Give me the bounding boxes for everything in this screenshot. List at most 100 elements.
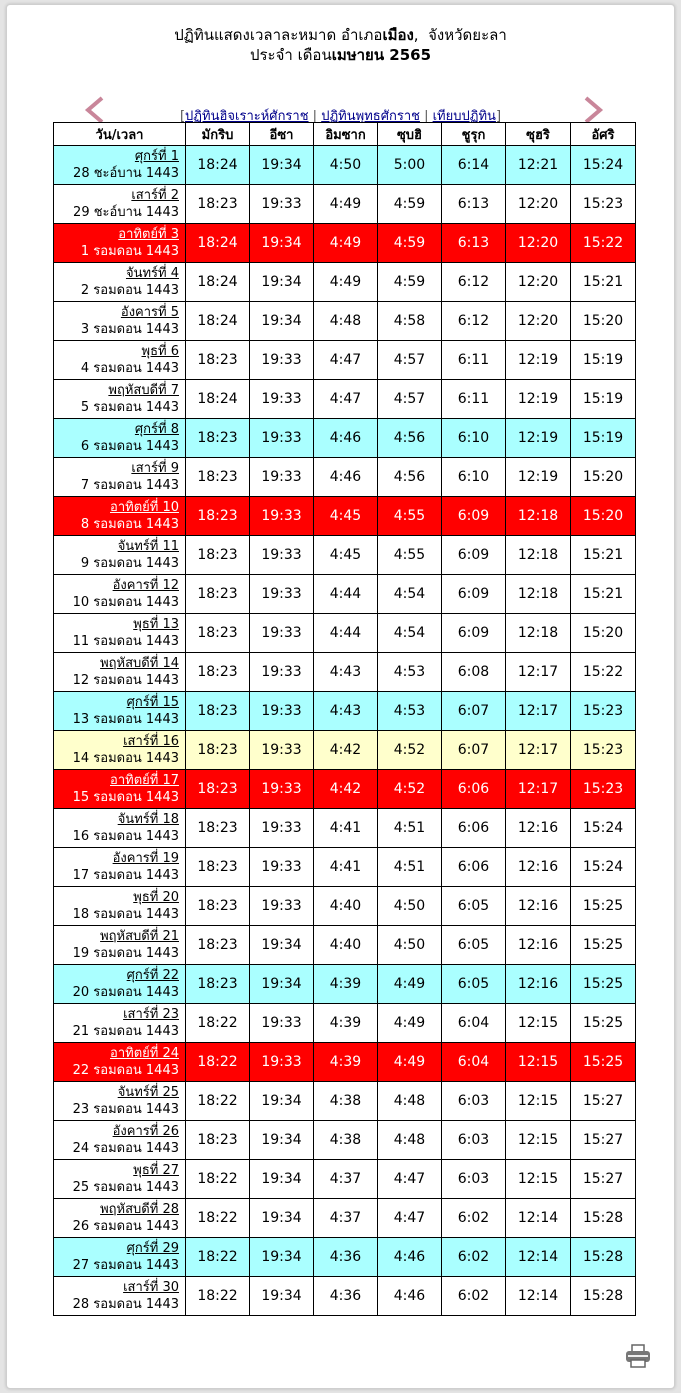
compare-calendar-link[interactable]: เทียบปฏิทิน [432, 109, 496, 124]
asr-time: 15:24 [570, 808, 636, 848]
day-link[interactable]: พุธที่ 6 [141, 344, 179, 359]
hijri-date: 4 รอมดอน 1443 [80, 361, 179, 376]
page-container: ปฏิทินแสดงเวลาละหมาด อำเภอเมือง, จังหวัด… [6, 4, 675, 1389]
day-link[interactable]: พฤหัสบดีที่ 28 [100, 1202, 179, 1217]
date-cell: เสาร์ที่ 30 28 รอมดอน 1443 [53, 1276, 186, 1316]
day-link[interactable]: ศุกร์ที่ 8 [134, 422, 179, 437]
date-cell: จันทร์ที่ 4 2 รอมดอน 1443 [53, 262, 186, 302]
day-link[interactable]: จันทร์ที่ 18 [117, 812, 179, 827]
shuruq-time: 6:05 [441, 964, 506, 1004]
hijri-date: 3 รอมดอน 1443 [80, 322, 179, 337]
table-row: อังคารที่ 19 17 รอมดอน 1443 18:23 19:33 4:41… [53, 847, 636, 887]
table-row: พุธที่ 27 25 รอมดอน 1443 18:22 19:34 4:37 4:4… [53, 1159, 636, 1199]
imsak-time: 4:40 [313, 886, 378, 926]
table-row: พุธที่ 6 4 รอมดอน 1443 18:23 19:33 4:47 4:57 6… [53, 340, 636, 380]
day-link[interactable]: จันทร์ที่ 11 [117, 539, 179, 554]
day-link[interactable]: อังคารที่ 19 [112, 851, 179, 866]
subh-time: 4:51 [377, 808, 442, 848]
bracket-close: ] [495, 109, 502, 124]
asr-time: 15:22 [570, 223, 636, 263]
hijri-date: 18 รอมดอน 1443 [72, 907, 179, 922]
imsak-time: 4:42 [313, 769, 378, 809]
asr-time: 15:23 [570, 730, 636, 770]
date-cell: เสาร์ที่ 16 14 รอมดอน 1443 [53, 730, 186, 770]
hijri-date: 8 รอมดอน 1443 [80, 517, 179, 532]
day-link[interactable]: ศุกร์ที่ 22 [126, 968, 179, 983]
hijri-date: 20 รอมดอน 1443 [72, 985, 179, 1000]
imsak-time: 4:47 [313, 340, 378, 380]
imsak-time: 4:45 [313, 496, 378, 536]
maghrib-time: 18:23 [185, 652, 250, 692]
maghrib-time: 18:22 [185, 1237, 250, 1277]
maghrib-time: 18:23 [185, 457, 250, 497]
subh-time: 4:51 [377, 847, 442, 887]
buddhist-calendar-link[interactable]: ปฏิทินพุทธศักราช [321, 109, 420, 124]
col-header-subh: ซุบฮิ [377, 122, 442, 146]
subh-time: 4:52 [377, 730, 442, 770]
printer-icon[interactable] [624, 1342, 652, 1370]
date-cell: อังคารที่ 5 3 รอมดอน 1443 [53, 301, 186, 341]
table-row: พฤหัสบดีที่ 21 19 รอมดอน 1443 18:23 19:34 4:… [53, 925, 636, 965]
day-link[interactable]: จันทร์ที่ 4 [125, 266, 179, 281]
hijri-calendar-link[interactable]: ปฏิทินฮิจเราะห์ศักราช [185, 109, 309, 124]
date-cell: พุธที่ 27 25 รอมดอน 1443 [53, 1159, 186, 1199]
page-title: ปฏิทินแสดงเวลาละหมาด อำเภอเมือง, จังหวัด… [7, 25, 674, 65]
shuruq-time: 6:07 [441, 691, 506, 731]
day-link[interactable]: เสาร์ที่ 23 [123, 1007, 179, 1022]
imsak-time: 4:46 [313, 457, 378, 497]
imsak-time: 4:39 [313, 964, 378, 1004]
maghrib-time: 18:22 [185, 1042, 250, 1082]
zuhr-time: 12:17 [505, 769, 571, 809]
day-link[interactable]: อังคารที่ 5 [120, 305, 179, 320]
hijri-date: 12 รอมดอน 1443 [72, 673, 179, 688]
day-link[interactable]: พุธที่ 27 [133, 1163, 179, 1178]
maghrib-time: 18:23 [185, 925, 250, 965]
day-link[interactable]: พฤหัสบดีที่ 7 [108, 383, 179, 398]
isha-time: 19:34 [249, 925, 314, 965]
chevron-left-icon[interactable] [82, 94, 106, 126]
asr-time: 15:25 [570, 925, 636, 965]
day-link[interactable]: อังคารที่ 12 [112, 578, 179, 593]
day-link[interactable]: ศุกร์ที่ 1 [134, 149, 179, 164]
isha-time: 19:33 [249, 886, 314, 926]
day-link[interactable]: อาทิตย์ที่ 24 [110, 1046, 179, 1061]
day-link[interactable]: จันทร์ที่ 25 [117, 1085, 179, 1100]
table-row: อาทิตย์ที่ 24 22 รอมดอน 1443 18:22 19:33 4:3… [53, 1042, 636, 1082]
asr-time: 15:28 [570, 1237, 636, 1277]
isha-time: 19:33 [249, 457, 314, 497]
day-link[interactable]: เสาร์ที่ 30 [123, 1280, 179, 1295]
date-cell: จันทร์ที่ 18 16 รอมดอน 1443 [53, 808, 186, 848]
subh-time: 4:50 [377, 925, 442, 965]
subh-time: 4:50 [377, 886, 442, 926]
day-link[interactable]: ศุกร์ที่ 15 [126, 695, 179, 710]
day-link[interactable]: เสาร์ที่ 9 [131, 461, 179, 476]
isha-time: 19:33 [249, 613, 314, 653]
day-link[interactable]: อาทิตย์ที่ 10 [110, 500, 179, 515]
maghrib-time: 18:23 [185, 184, 250, 224]
imsak-time: 4:43 [313, 691, 378, 731]
hijri-date: 22 รอมดอน 1443 [72, 1063, 179, 1078]
hijri-date: 28 ชะอ์บาน 1443 [73, 166, 179, 181]
asr-time: 15:25 [570, 964, 636, 1004]
day-link[interactable]: อาทิตย์ที่ 17 [110, 773, 179, 788]
day-link[interactable]: เสาร์ที่ 16 [123, 734, 179, 749]
date-cell: ศุกร์ที่ 8 6 รอมดอน 1443 [53, 418, 186, 458]
day-link[interactable]: ศุกร์ที่ 29 [126, 1241, 179, 1256]
hijri-date: 26 รอมดอน 1443 [72, 1219, 179, 1234]
zuhr-time: 12:15 [505, 1159, 571, 1199]
day-link[interactable]: อาทิตย์ที่ 3 [118, 227, 179, 242]
day-link[interactable]: เสาร์ที่ 2 [131, 188, 179, 203]
day-link[interactable]: พฤหัสบดีที่ 14 [100, 656, 179, 671]
shuruq-time: 6:14 [441, 145, 506, 185]
date-cell: พฤหัสบดีที่ 28 26 รอมดอน 1443 [53, 1198, 186, 1238]
asr-time: 15:21 [570, 262, 636, 302]
chevron-right-icon[interactable] [582, 94, 606, 126]
date-cell: ศุกร์ที่ 29 27 รอมดอน 1443 [53, 1237, 186, 1277]
day-link[interactable]: พฤหัสบดีที่ 21 [100, 929, 179, 944]
shuruq-time: 6:02 [441, 1198, 506, 1238]
asr-time: 15:19 [570, 340, 636, 380]
day-link[interactable]: อังคารที่ 26 [112, 1124, 179, 1139]
day-link[interactable]: พุธที่ 20 [133, 890, 179, 905]
day-link[interactable]: พุธที่ 13 [133, 617, 179, 632]
hijri-date: 28 รอมดอน 1443 [72, 1297, 179, 1312]
